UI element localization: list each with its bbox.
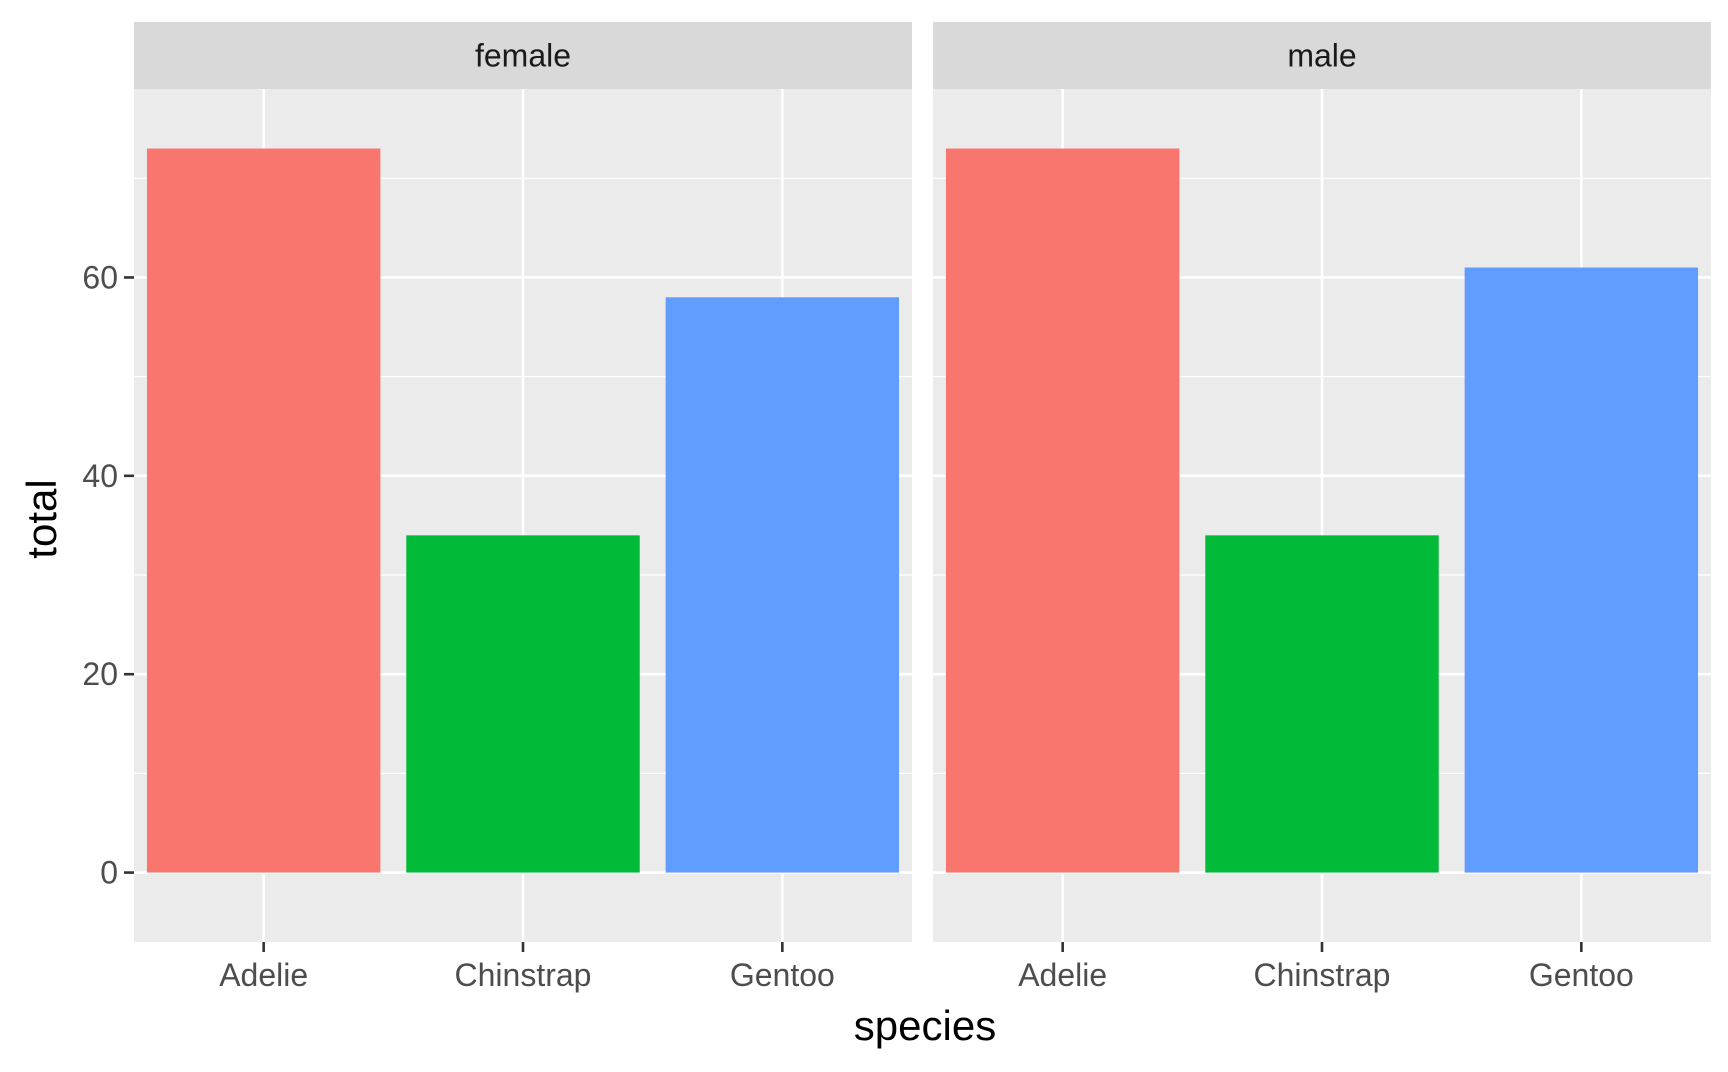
facet-panel-male: male Adelie Chinstrap Gentoo	[933, 22, 1711, 993]
y-tick-label: 60	[82, 259, 118, 295]
y-tick-label: 40	[82, 458, 118, 494]
y-axis-title: total	[18, 479, 65, 558]
bar-male-adelie	[945, 148, 1180, 873]
x-tick-label: Chinstrap	[1254, 957, 1391, 993]
y-tick-label: 0	[100, 855, 118, 891]
facet-strip-label: male	[1287, 38, 1356, 74]
facet-strip	[933, 22, 1711, 89]
x-tick-label: Chinstrap	[455, 957, 592, 993]
x-tick-label: Adelie	[1018, 957, 1107, 993]
x-tick-label: Gentoo	[1529, 957, 1634, 993]
y-tick-label: 20	[82, 656, 118, 692]
bar-female-adelie	[146, 148, 381, 873]
bar-female-chinstrap	[406, 535, 640, 873]
bar-male-gentoo	[1464, 267, 1699, 873]
facet-strip-label: female	[475, 38, 571, 74]
bar-male-chinstrap	[1205, 535, 1439, 873]
facet-strip	[134, 22, 912, 89]
x-axis-title: species	[854, 1002, 996, 1049]
facet-panel-female: female Adelie Chinstrap Gentoo	[134, 22, 912, 993]
x-tick-label: Adelie	[219, 957, 308, 993]
x-tick-label: Gentoo	[730, 957, 835, 993]
bar-female-gentoo	[665, 297, 900, 873]
